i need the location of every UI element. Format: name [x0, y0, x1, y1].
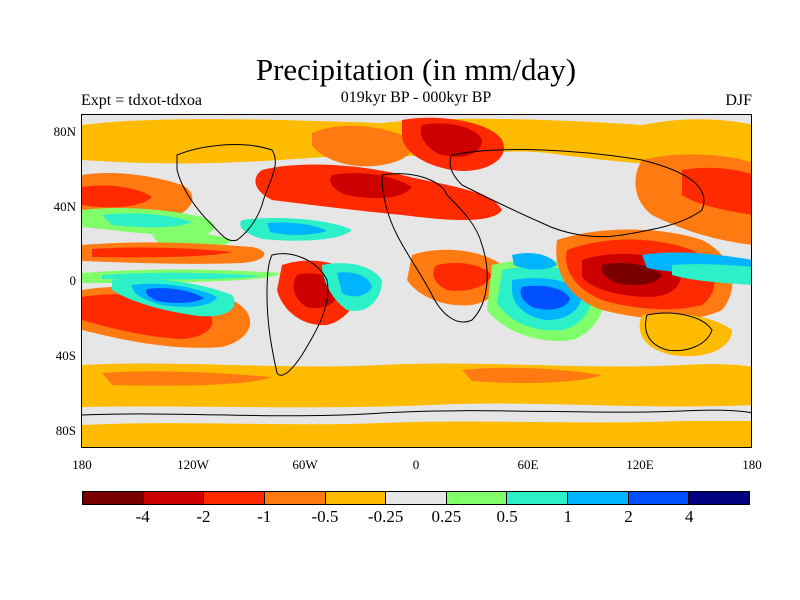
- arctic-red: [312, 125, 413, 167]
- north-america-coast: [176, 144, 276, 242]
- longitude-tick-label: 60E: [517, 457, 539, 472]
- colorbar-label: -4: [135, 507, 150, 526]
- longitude-tick-label: 60W: [292, 457, 318, 472]
- experiment-label: Expt = tdxot-tdxoa: [81, 92, 203, 109]
- colorbar-label: -0.25: [367, 507, 404, 526]
- season-label: DJF: [725, 92, 752, 109]
- longitude-tick-label: 180: [742, 457, 762, 472]
- colorbar-label: -2: [196, 507, 211, 526]
- colorbar-label: -1: [257, 507, 272, 526]
- colorbar-cell: [689, 492, 750, 504]
- latitude-tick-label: 40S: [55, 348, 76, 363]
- pacific-cyan-band: [102, 213, 192, 228]
- latitude-tick-label: 0: [69, 273, 77, 288]
- north-pacific-red: [82, 185, 152, 208]
- south-atlantic-deep-blue: [337, 272, 372, 297]
- latitude-tick-label: 80S: [55, 423, 76, 438]
- arctic-dark: [420, 123, 482, 157]
- indian-ocean-deep: [520, 285, 570, 310]
- longitude-tick-label: 0: [412, 457, 420, 472]
- colorbar-cell: [325, 492, 387, 504]
- colorbar-label: -0.5: [311, 507, 339, 526]
- colorbar-cell: [386, 492, 447, 504]
- antarctica-coast: [82, 409, 751, 417]
- southern-ocean-orange-2: [462, 367, 602, 383]
- coastlines: [82, 144, 751, 417]
- longitude-tick-label: 120W: [177, 457, 209, 472]
- map-title: Precipitation (in mm/day): [255, 52, 577, 87]
- latitude-tick-label: 40N: [53, 199, 76, 214]
- south-pacific-deep: [146, 288, 204, 303]
- maritime-deepest: [601, 263, 662, 285]
- colorbar-label: 0.5: [496, 507, 518, 526]
- europe-africa-coast: [381, 173, 488, 323]
- latitude-tick-label: 80N: [53, 124, 76, 139]
- atlantic-blue: [267, 222, 327, 235]
- asia-coast: [449, 149, 705, 238]
- equatorial-cyan-band: [102, 272, 262, 280]
- equatorial-pacific-red: [92, 247, 232, 258]
- precipitation-map: [81, 114, 752, 448]
- colorbar-label: 2: [624, 507, 633, 526]
- colorbar-label: 4: [685, 507, 694, 526]
- colorbar-label: 0.25: [431, 507, 462, 526]
- north-atlantic-dark: [330, 173, 412, 199]
- colorbar-cell: [507, 492, 569, 504]
- antarctic-orange: [82, 421, 751, 447]
- colorbar: [82, 491, 750, 505]
- australia-orange: [639, 313, 732, 357]
- southern-ocean-orange: [102, 371, 272, 386]
- colorbar-cell: [446, 492, 508, 504]
- colorbar-cell: [83, 492, 144, 504]
- australia-coast: [645, 312, 713, 352]
- map-plot: [82, 115, 751, 447]
- colorbar-cell: [143, 492, 205, 504]
- east-asia-red: [682, 167, 751, 215]
- south-america-coast: [266, 253, 329, 376]
- colorbar-cell: [628, 492, 690, 504]
- colorbar-cell: [204, 492, 265, 504]
- africa-red: [433, 263, 492, 291]
- longitude-tick-label: 180: [72, 457, 92, 472]
- colorbar-label: 1: [563, 507, 573, 526]
- colorbar-cell: [568, 492, 629, 504]
- arabian-blue: [512, 253, 557, 270]
- period-subtitle: 019kyr BP - 000kyr BP: [340, 89, 492, 106]
- colorbar-cell: [264, 492, 326, 504]
- longitude-tick-label: 120E: [626, 457, 654, 472]
- west-pacific-green: [672, 264, 751, 285]
